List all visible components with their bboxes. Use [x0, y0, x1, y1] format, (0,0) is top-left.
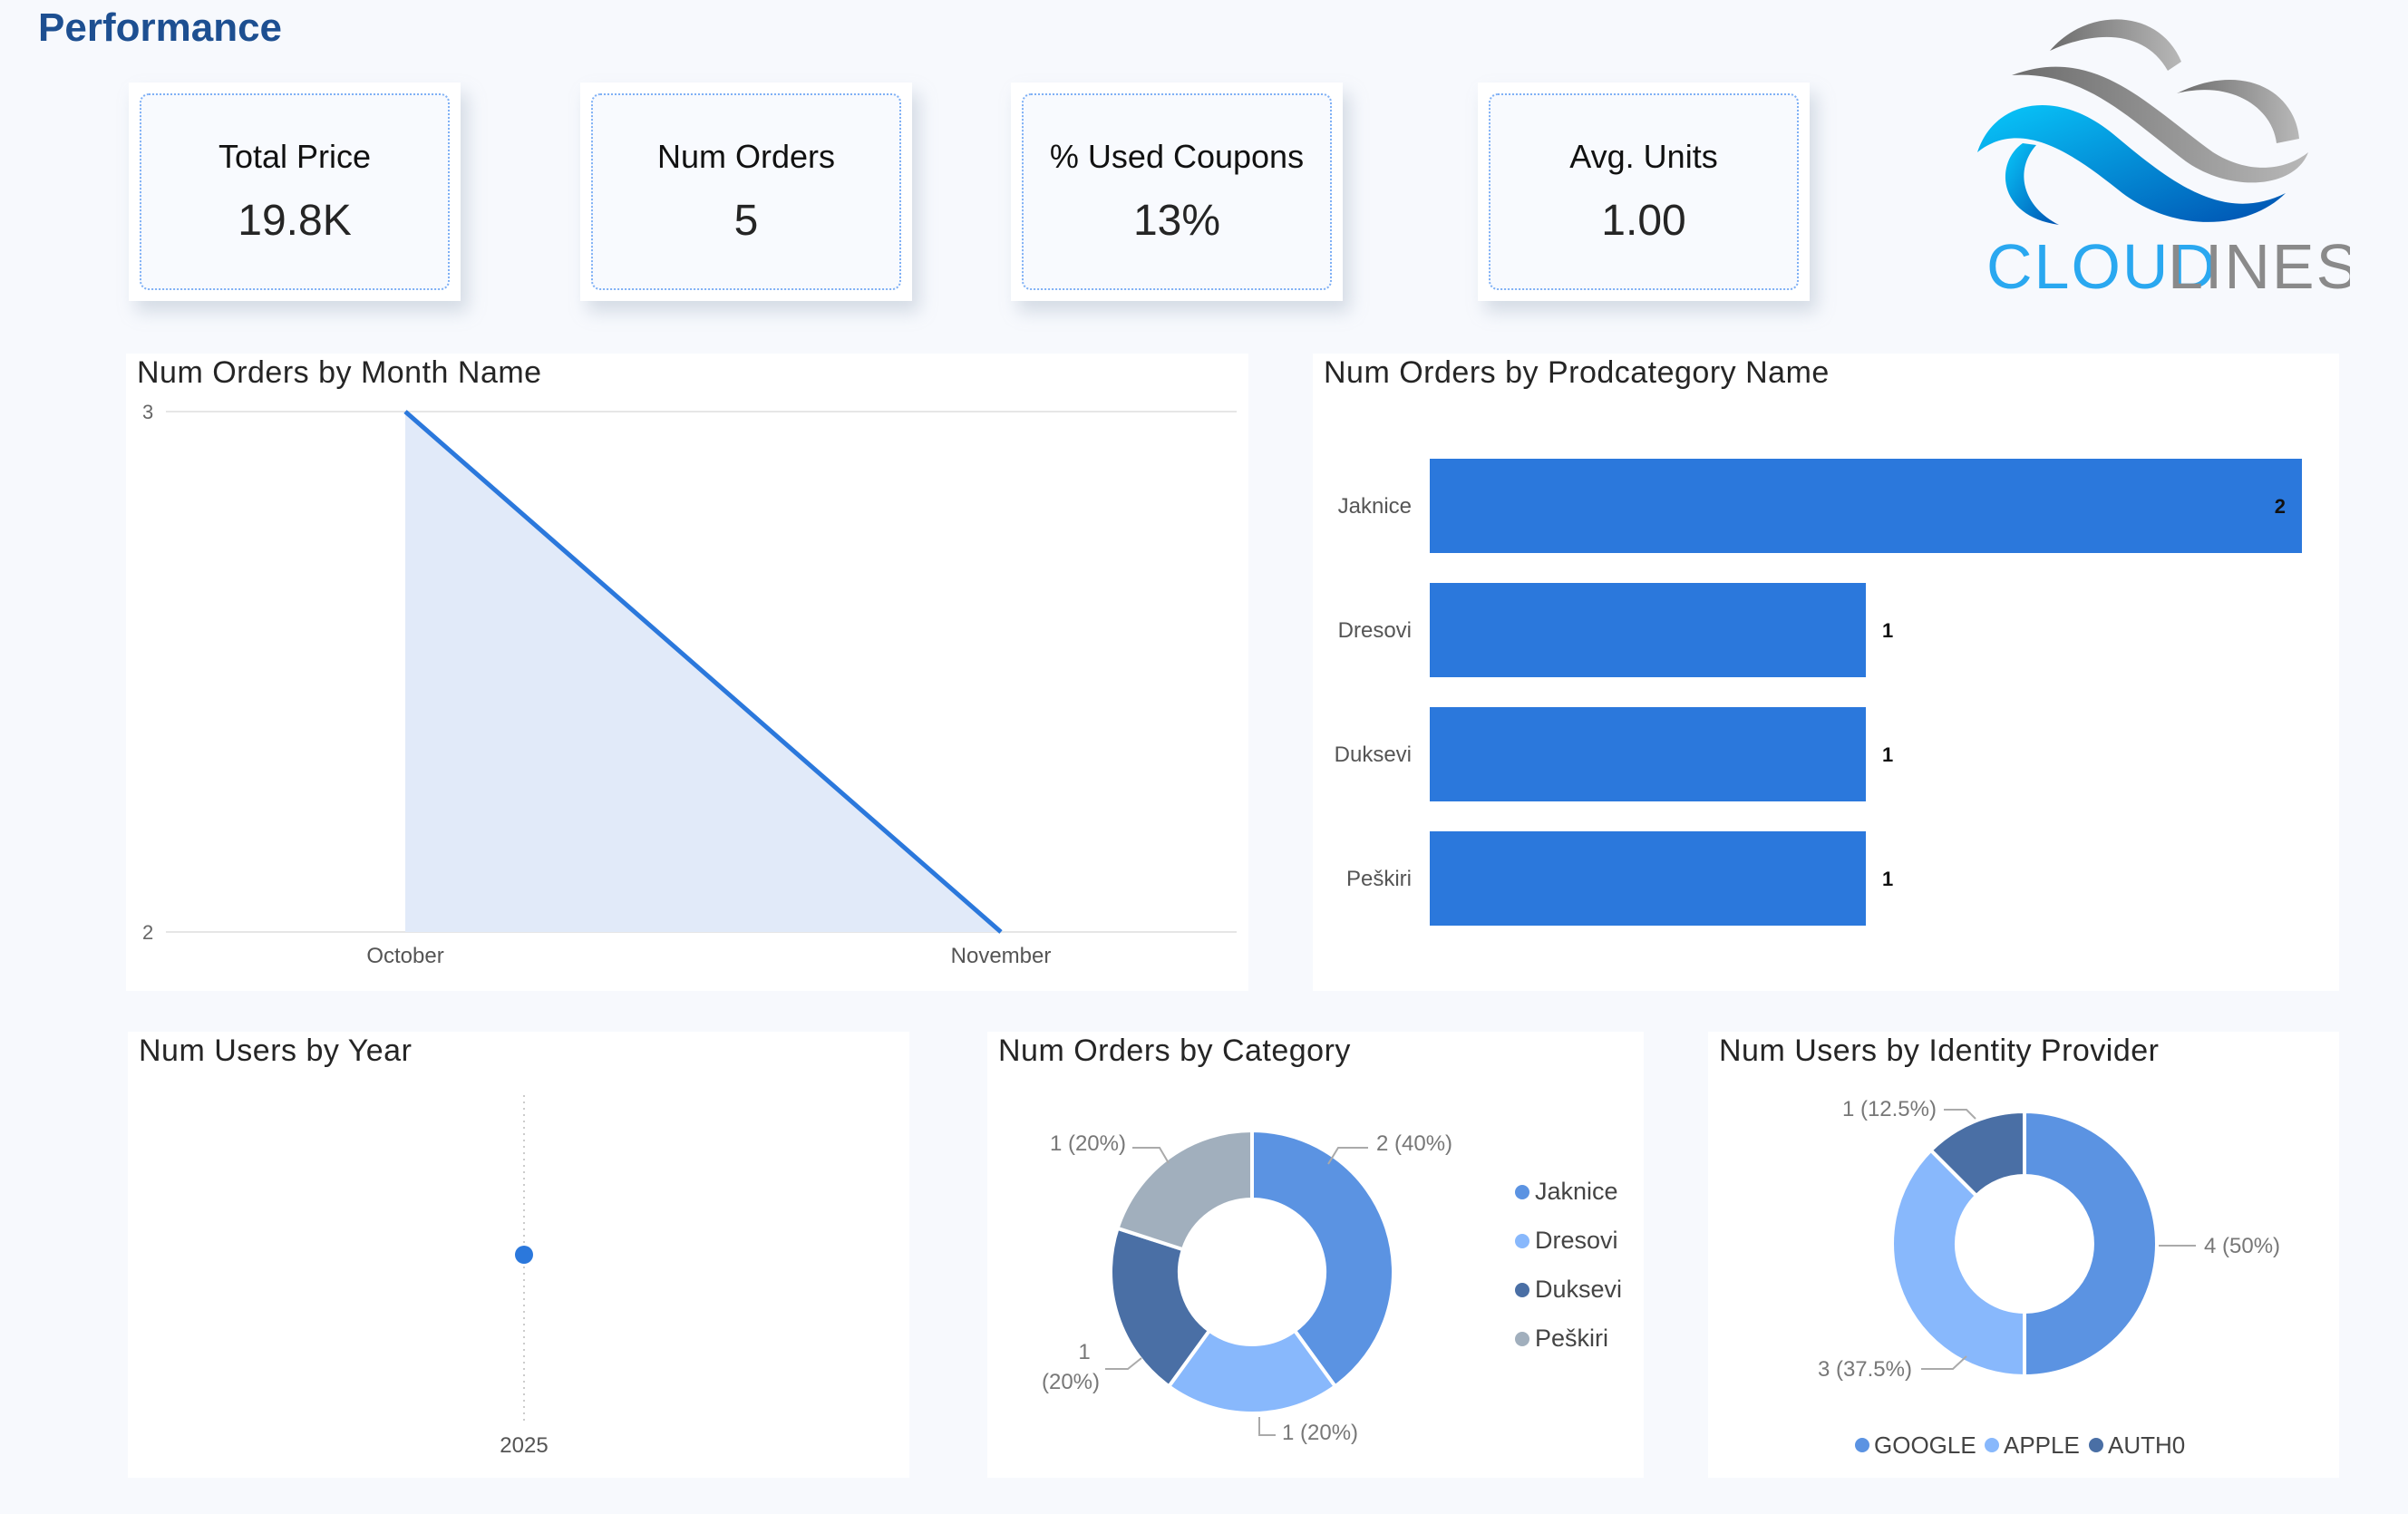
- legend-marker: [1515, 1283, 1529, 1297]
- bar: [1430, 459, 2302, 553]
- data-label: 2 (40%): [1376, 1131, 1452, 1156]
- donut-slice: [1927, 1109, 2026, 1199]
- series-line: [403, 410, 1003, 934]
- x-tick-label: November: [951, 944, 1052, 968]
- legend-marker: [1515, 1185, 1529, 1199]
- donut-slice: [2023, 1109, 2159, 1379]
- data-label: 2: [2275, 495, 2286, 518]
- kpi-card-total-price: Total Price 19.8K: [129, 82, 461, 301]
- data-label: 1 (20%): [1282, 1421, 1358, 1445]
- category-label: Peškiri: [1346, 867, 1412, 891]
- line-chart-orders-by-month: Num Orders by Month Name 3 2 October Novemb…: [126, 354, 1248, 991]
- data-label: 3 (37.5%): [1818, 1357, 1912, 1382]
- bar: [1430, 707, 1866, 801]
- kpi-card-num-orders: Num Orders 5: [580, 82, 912, 301]
- donut-slice: [1890, 1147, 2026, 1379]
- donut-orders-by-category: Num Orders by Category 2 (40%) 1 (20%) 1 (2…: [987, 1032, 1644, 1478]
- bar: [1430, 583, 1866, 677]
- legend-marker: [1985, 1438, 1999, 1452]
- data-label: 1 (12.5%): [1842, 1097, 1937, 1121]
- kpi-value: 5: [733, 197, 759, 245]
- leader-line: [1327, 1147, 1368, 1165]
- kpi-label: % Used Coupons: [1049, 138, 1305, 175]
- chart-title: Num Users by Year: [139, 1034, 413, 1068]
- x-tick-label: October: [366, 944, 443, 968]
- donut-slice: [1115, 1128, 1254, 1252]
- leader-line: [1944, 1109, 1976, 1120]
- donut-users-by-identity-provider: Num Users by Identity Provider 4 (50%) 3 …: [1708, 1032, 2339, 1478]
- legend-marker: [1855, 1438, 1869, 1452]
- chart-title: Num Orders by Month Name: [137, 355, 542, 390]
- data-label: 1: [1882, 619, 1893, 642]
- chart-title: Num Orders by Prodcategory Name: [1324, 355, 1830, 390]
- data-label: 1: [1882, 743, 1893, 766]
- legend-label: Dresovi: [1535, 1227, 1618, 1254]
- donut-slice: [1166, 1327, 1338, 1415]
- category-label: Dresovi: [1338, 618, 1412, 643]
- legend-label: Jaknice: [1535, 1178, 1618, 1205]
- kpi-value: 19.8K: [238, 197, 352, 245]
- donut-slice: [1250, 1128, 1395, 1390]
- data-label: 4 (50%): [2204, 1234, 2280, 1258]
- kpi-value: 1.00: [1601, 197, 1686, 245]
- chart-title: Num Orders by Category: [998, 1034, 1351, 1068]
- leader-line: [1258, 1417, 1276, 1436]
- legend-label: GOOGLE: [1874, 1432, 1976, 1459]
- kpi-card-used-coupons: % Used Coupons 13%: [1011, 82, 1343, 301]
- logo-text-lines: LINES: [2168, 231, 2350, 299]
- kpi-label: Num Orders: [656, 138, 836, 175]
- chart-title: Num Users by Identity Provider: [1719, 1034, 2160, 1068]
- legend-label: Duksevi: [1535, 1276, 1622, 1303]
- data-label: 1: [1078, 1340, 1090, 1364]
- y-tick-label: 3: [142, 401, 153, 423]
- legend-label: AUTH0: [2108, 1432, 2185, 1459]
- category-label: Jaknice: [1338, 494, 1412, 519]
- legend-marker: [1515, 1234, 1529, 1248]
- legend-marker: [2089, 1438, 2103, 1452]
- scatter-users-by-year: Num Users by Year 2025: [128, 1032, 909, 1478]
- legend-label: Peškiri: [1535, 1325, 1608, 1352]
- donut-slice: [1109, 1226, 1212, 1390]
- data-point: [515, 1246, 533, 1264]
- kpi-card-avg-units: Avg. Units 1.00: [1478, 82, 1810, 301]
- kpi-value: 13%: [1132, 197, 1221, 245]
- y-tick-label: 2: [142, 921, 153, 944]
- leader-line: [1105, 1357, 1142, 1370]
- data-label: 1: [1882, 868, 1893, 890]
- leader-line: [1132, 1147, 1170, 1164]
- data-label: 1 (20%): [1050, 1131, 1126, 1156]
- category-label: Duksevi: [1335, 742, 1412, 767]
- kpi-label: Total Price: [218, 138, 372, 175]
- leader-line: [1921, 1355, 1967, 1370]
- page-title: Performance: [38, 5, 283, 50]
- legend-marker: [1515, 1332, 1529, 1346]
- x-tick-label: 2025: [500, 1433, 548, 1458]
- kpi-label: Avg. Units: [1569, 138, 1718, 175]
- logo-text-cloud: CLOUD: [1986, 231, 2218, 299]
- bar-chart-orders-by-prodcategory: Num Orders by Prodcategory Name Jaknice 2…: [1313, 354, 2339, 991]
- legend-label: APPLE: [2004, 1432, 2080, 1459]
- cloudlines-logo: CLOUD LINES: [1950, 7, 2358, 302]
- data-label: (20%): [1042, 1370, 1100, 1394]
- bar: [1430, 831, 1866, 926]
